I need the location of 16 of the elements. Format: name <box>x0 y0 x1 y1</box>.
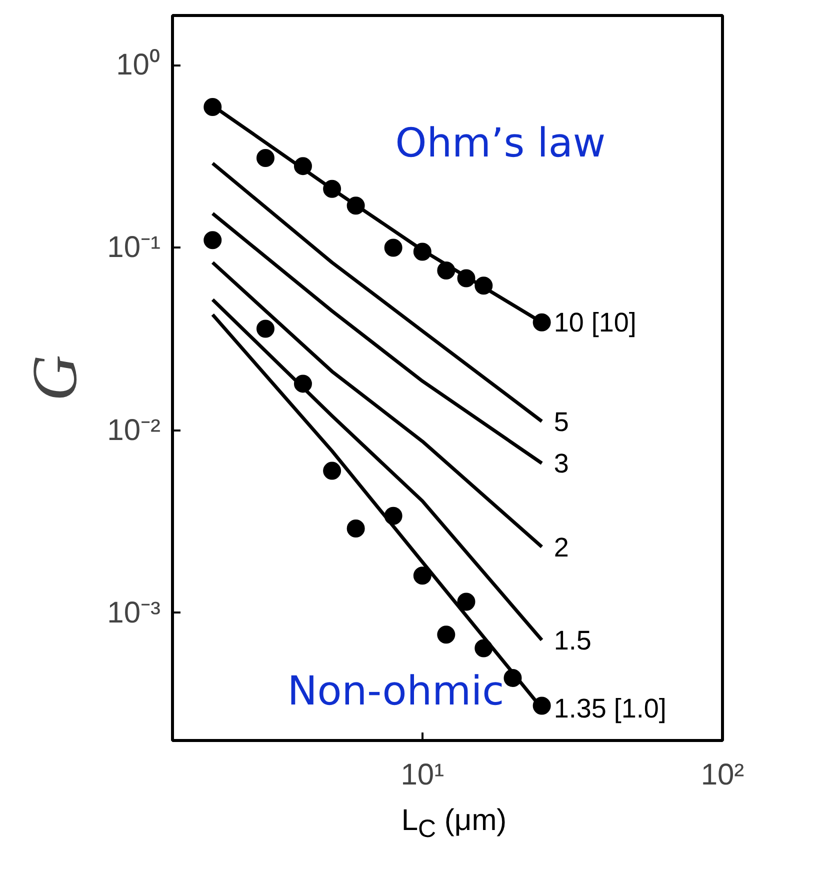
series-label: 2 <box>554 532 569 562</box>
x-tick-label: 10² <box>700 758 744 792</box>
y-tick-label: 10⁻¹ <box>107 231 161 264</box>
x-tick-label: 10¹ <box>400 758 444 792</box>
y-tick-label: 10⁻² <box>107 414 161 447</box>
y-tick-label: 10⁰ <box>116 48 161 82</box>
x-axis-title: L$_{C}$ (μm) <box>400 803 508 845</box>
series-label: 1.5 <box>554 626 592 656</box>
y-axis-title: G <box>19 354 90 402</box>
annotation: Non-ohmic <box>287 668 504 714</box>
series-label: 1.35 [1.0] <box>554 693 666 724</box>
series-label: 10 [10] <box>554 307 636 338</box>
series-label: 3 <box>554 448 569 479</box>
annotation: Ohm’s law <box>395 120 606 167</box>
series-label: 5 <box>554 406 569 437</box>
y-tick-label: 10⁻³ <box>107 596 161 630</box>
